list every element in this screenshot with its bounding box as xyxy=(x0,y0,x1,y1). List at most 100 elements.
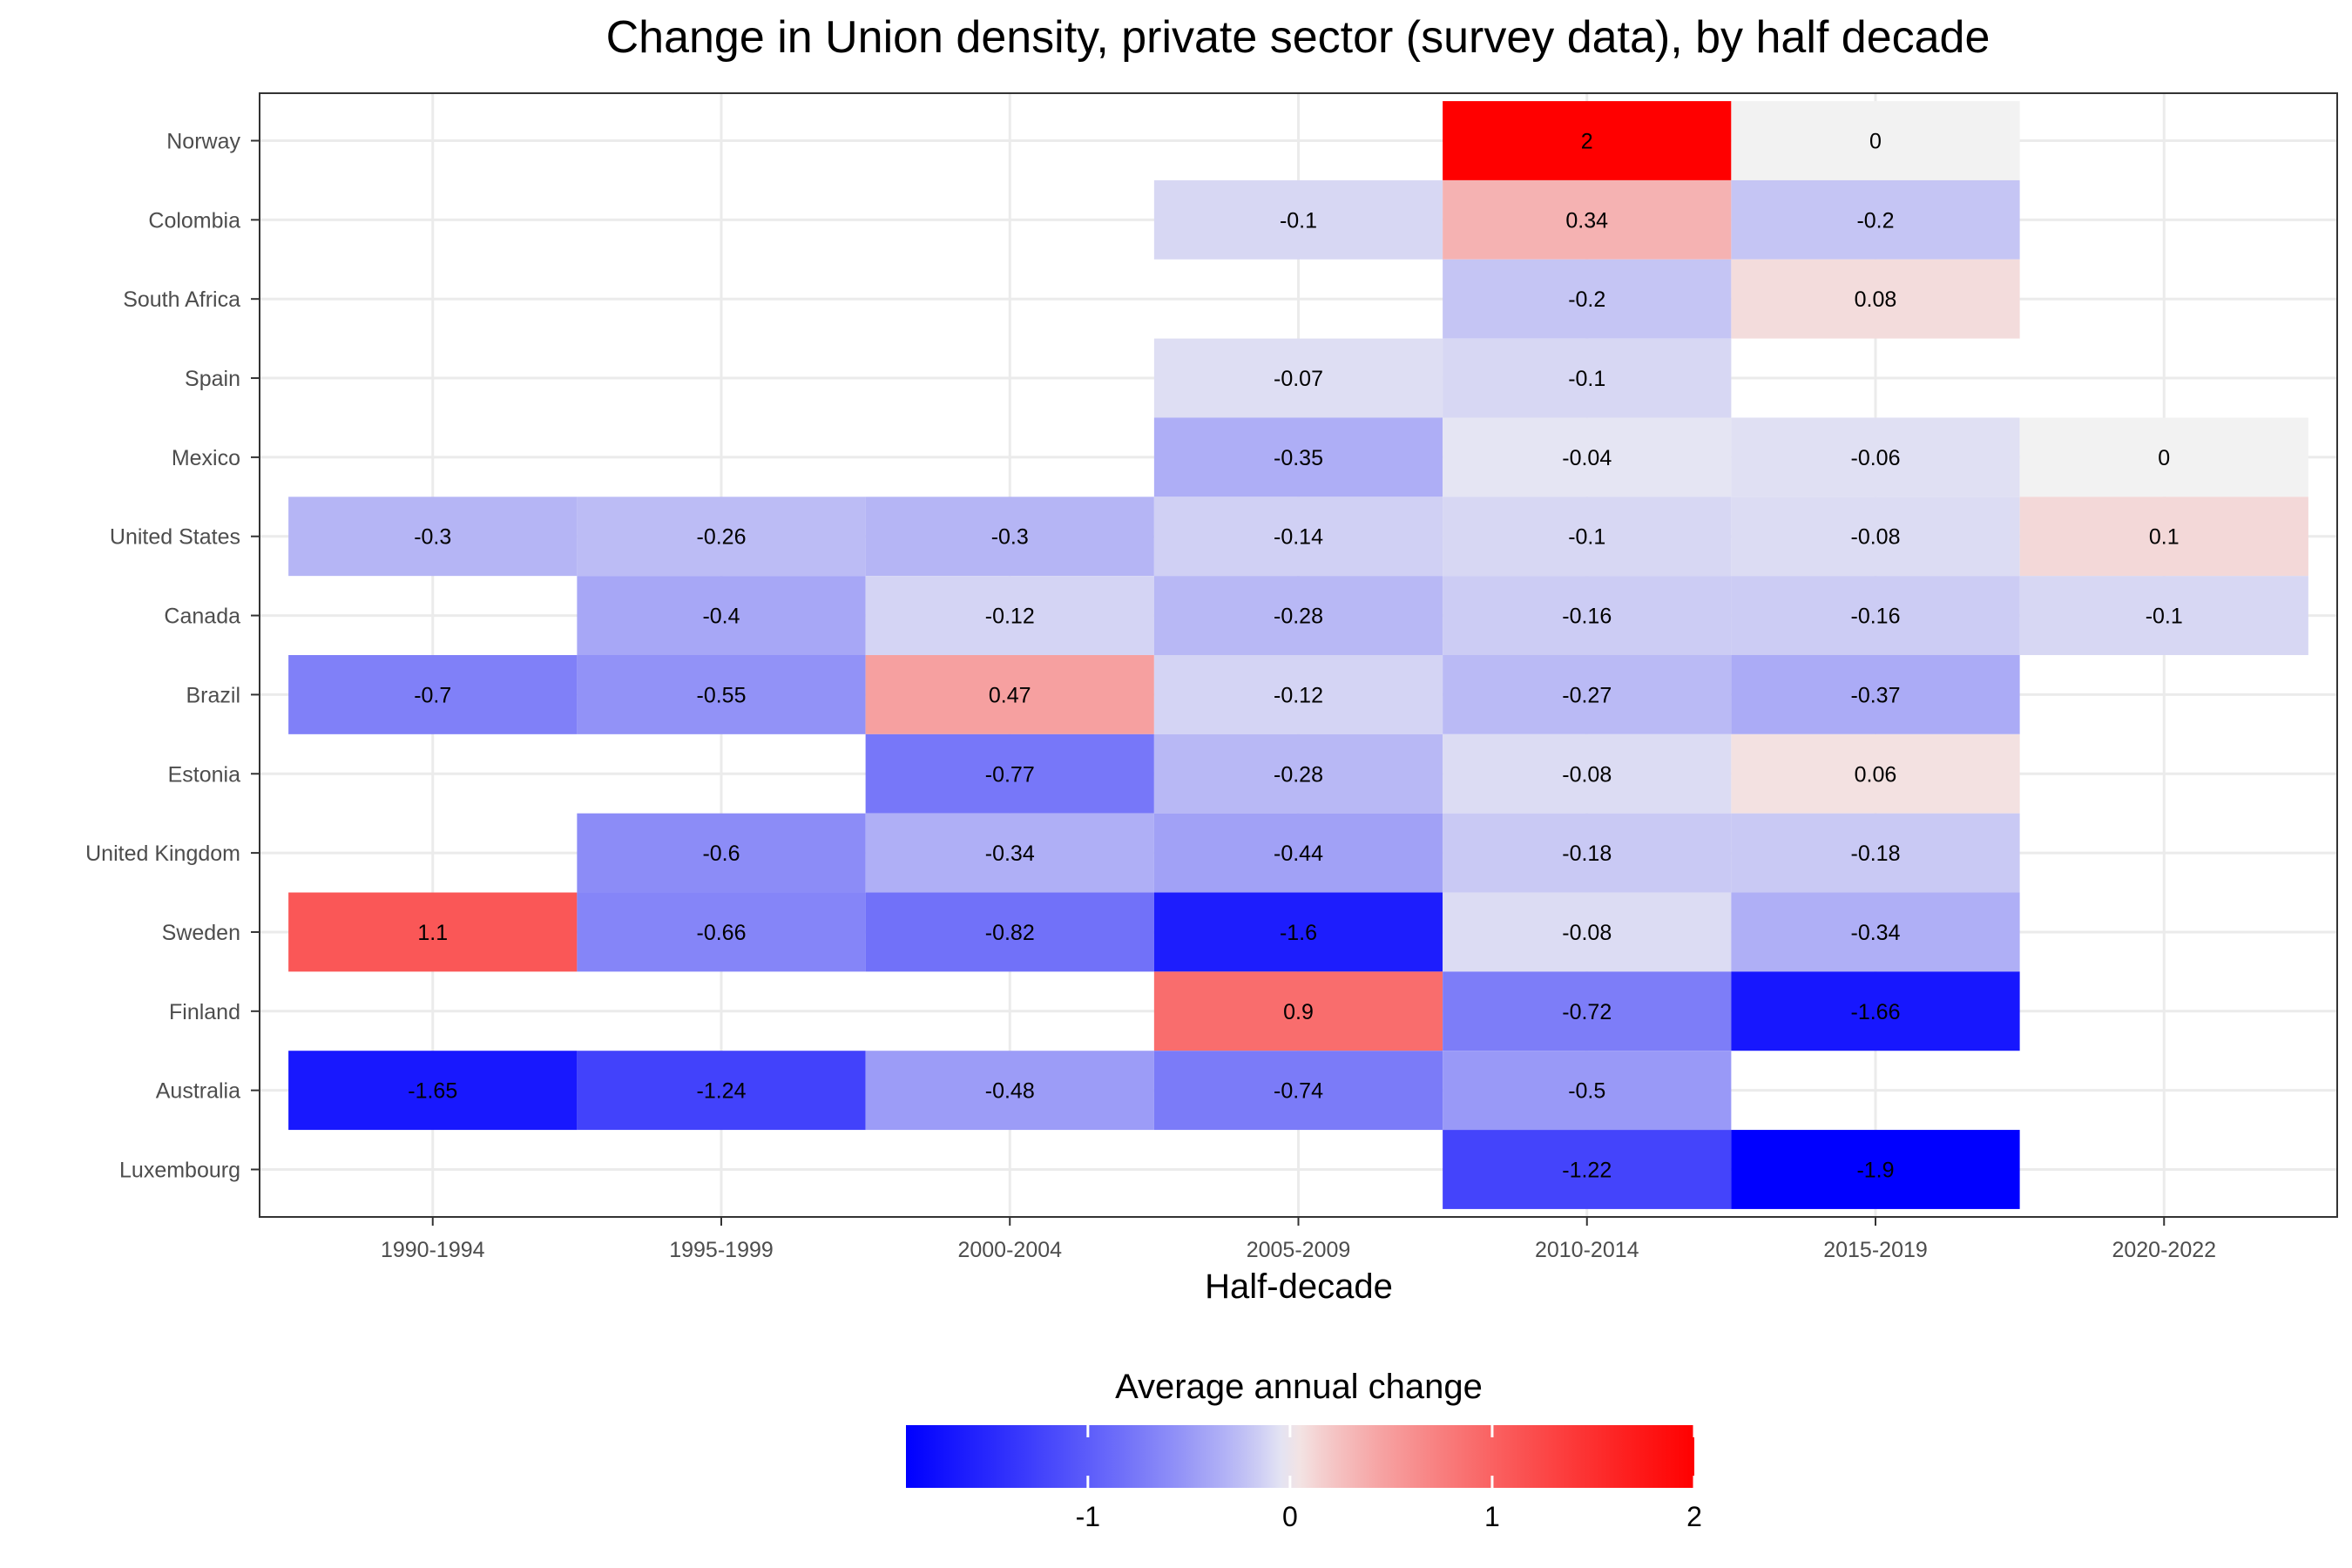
cell-estonia-2010-2014 xyxy=(1443,733,1732,814)
y-tick-label-colombia: Colombia xyxy=(148,208,240,233)
y-tick-label-united-kingdom: United Kingdom xyxy=(85,841,240,866)
cell-label-united-states-2020-2022: 0.1 xyxy=(2149,525,2180,550)
cell-label-australia-2000-2004: -0.48 xyxy=(985,1079,1035,1104)
cell-united-kingdom-2010-2014 xyxy=(1443,813,1732,893)
cell-label-sweden-2000-2004: -0.82 xyxy=(985,921,1035,945)
cell-label-estonia-2015-2019: 0.06 xyxy=(1855,762,1897,787)
cell-label-united-kingdom-2015-2019: -0.18 xyxy=(1851,841,1901,866)
y-tick-label-mexico: Mexico xyxy=(172,446,240,470)
cell-united-states-2010-2014 xyxy=(1443,497,1732,577)
cell-label-canada-2020-2022: -0.1 xyxy=(2146,605,2183,629)
cell-estonia-2005-2009 xyxy=(1153,733,1443,814)
cell-estonia-2015-2019 xyxy=(1731,733,2020,814)
cell-label-sweden-2010-2014: -0.08 xyxy=(1562,921,1612,945)
cell-label-south-africa-2015-2019: 0.08 xyxy=(1855,287,1897,312)
cell-labels: 2 0 -0.1 0.34 -0.2 -0.2 0.08 -0.07 -0.1 -0.35 -0.0… xyxy=(408,130,2183,1183)
cell-sweden-1995-1999 xyxy=(577,892,866,972)
cell-luxembourg-2015-2019 xyxy=(1731,1130,2020,1209)
cell-label-mexico-2010-2014: -0.04 xyxy=(1562,446,1612,470)
cell-canada-2000-2004 xyxy=(865,576,1154,655)
cell-sweden-2010-2014 xyxy=(1443,892,1732,972)
cell-brazil-1995-1999 xyxy=(577,655,866,734)
cell-label-canada-2015-2019: -0.16 xyxy=(1851,605,1901,629)
cell-united-states-1995-1999 xyxy=(577,497,866,577)
x-axis-title: Half-decade xyxy=(1205,1267,1393,1306)
cell-australia-2010-2014 xyxy=(1443,1051,1732,1131)
cell-label-sweden-2015-2019: -0.34 xyxy=(1851,921,1901,945)
cell-label-brazil-2015-2019: -0.37 xyxy=(1851,683,1901,707)
cell-label-united-kingdom-1995-1999: -0.6 xyxy=(702,841,740,866)
cell-label-brazil-2010-2014: -0.27 xyxy=(1562,683,1612,707)
cell-sweden-2000-2004 xyxy=(865,892,1154,972)
cell-colombia-2010-2014 xyxy=(1443,179,1732,260)
cell-united-states-1990-1994 xyxy=(288,497,578,577)
cell-label-sweden-1990-1994: 1.1 xyxy=(417,921,448,945)
cell-united-kingdom-1995-1999 xyxy=(577,813,866,893)
cell-canada-2005-2009 xyxy=(1153,576,1443,655)
cell-label-australia-1990-1994: -1.65 xyxy=(408,1079,457,1104)
y-tick-label-sweden: Sweden xyxy=(162,921,240,945)
cell-label-spain-2005-2009: -0.07 xyxy=(1274,367,1323,391)
cell-label-mexico-2015-2019: -0.06 xyxy=(1851,446,1901,470)
cell-finland-2015-2019 xyxy=(1731,971,2020,1051)
cell-label-norway-2015-2019: 0 xyxy=(1869,130,1882,154)
cell-label-brazil-2000-2004: 0.47 xyxy=(989,683,1031,707)
y-tick-label-estonia: Estonia xyxy=(168,762,240,787)
cell-norway-2010-2014 xyxy=(1443,101,1732,180)
cell-label-united-kingdom-2000-2004: -0.34 xyxy=(985,841,1035,866)
cell-australia-1990-1994 xyxy=(288,1051,578,1131)
cell-united-states-2000-2004 xyxy=(865,497,1154,577)
cell-sweden-1990-1994 xyxy=(288,892,578,972)
cell-label-colombia-2010-2014: 0.34 xyxy=(1565,208,1608,233)
y-tick-label-australia: Australia xyxy=(156,1079,240,1104)
cell-sweden-2015-2019 xyxy=(1731,892,2020,972)
legend-colorbar xyxy=(906,1425,1694,1488)
legend-tick-label-0: 0 xyxy=(1282,1501,1298,1532)
legend-ticks: -1 0 1 2 xyxy=(1076,1425,1702,1532)
y-tick-label-finland: Finland xyxy=(169,1000,240,1024)
cell-colombia-2005-2009 xyxy=(1153,179,1443,260)
cell-south-africa-2015-2019 xyxy=(1731,259,2020,339)
cell-estonia-2000-2004 xyxy=(865,733,1154,814)
cell-label-estonia-2005-2009: -0.28 xyxy=(1274,762,1323,787)
cell-label-mexico-2020-2022: 0 xyxy=(2158,446,2170,470)
cell-label-finland-2010-2014: -0.72 xyxy=(1562,1000,1612,1024)
cell-label-united-states-1995-1999: -0.26 xyxy=(697,525,747,550)
x-tick-label-2020-2022: 2020-2022 xyxy=(2112,1238,2216,1262)
cell-mexico-2015-2019 xyxy=(1731,417,2020,497)
cell-brazil-2015-2019 xyxy=(1731,655,2020,734)
cell-mexico-2020-2022 xyxy=(2019,417,2308,497)
cell-united-states-2020-2022 xyxy=(2019,497,2308,577)
cell-label-united-kingdom-2010-2014: -0.18 xyxy=(1562,841,1612,866)
cell-mexico-2010-2014 xyxy=(1443,417,1732,497)
legend-tick-label-1: 1 xyxy=(1484,1501,1500,1532)
x-tick-label-2000-2004: 2000-2004 xyxy=(957,1238,1062,1262)
cell-label-estonia-2010-2014: -0.08 xyxy=(1562,762,1612,787)
y-tick-label-united-states: United States xyxy=(110,525,240,550)
cell-united-kingdom-2000-2004 xyxy=(865,813,1154,893)
x-tick-label-1990-1994: 1990-1994 xyxy=(381,1238,485,1262)
cell-brazil-2010-2014 xyxy=(1443,655,1732,734)
y-tick-label-canada: Canada xyxy=(164,605,240,629)
cell-brazil-1990-1994 xyxy=(288,655,578,734)
cell-label-spain-2010-2014: -0.1 xyxy=(1568,367,1605,391)
cell-south-africa-2010-2014 xyxy=(1443,259,1732,339)
x-axis: 1990-1994 1995-1999 2000-2004 2005-2009 2010… xyxy=(381,1217,2216,1262)
cell-mexico-2005-2009 xyxy=(1153,417,1443,497)
cell-label-norway-2010-2014: 2 xyxy=(1581,130,1593,154)
y-tick-label-spain: Spain xyxy=(185,367,240,391)
legend-tick-label-2: 2 xyxy=(1686,1501,1702,1532)
cell-label-canada-2000-2004: -0.12 xyxy=(985,605,1035,629)
cell-label-south-africa-2010-2014: -0.2 xyxy=(1568,287,1605,312)
legend-tick-label-1: -1 xyxy=(1076,1501,1100,1532)
cell-brazil-2005-2009 xyxy=(1153,655,1443,734)
cell-label-finland-2015-2019: -1.66 xyxy=(1851,1000,1901,1024)
cell-label-brazil-2005-2009: -0.12 xyxy=(1274,683,1323,707)
cell-label-united-kingdom-2005-2009: -0.44 xyxy=(1274,841,1323,866)
cell-label-canada-2005-2009: -0.28 xyxy=(1274,605,1323,629)
y-axis: Norway Colombia South Africa Spain Mexico Uni… xyxy=(85,130,260,1182)
cell-label-united-states-2015-2019: -0.08 xyxy=(1851,525,1901,550)
cell-label-luxembourg-2015-2019: -1.9 xyxy=(1856,1158,1894,1182)
cell-label-sweden-1995-1999: -0.66 xyxy=(697,921,747,945)
